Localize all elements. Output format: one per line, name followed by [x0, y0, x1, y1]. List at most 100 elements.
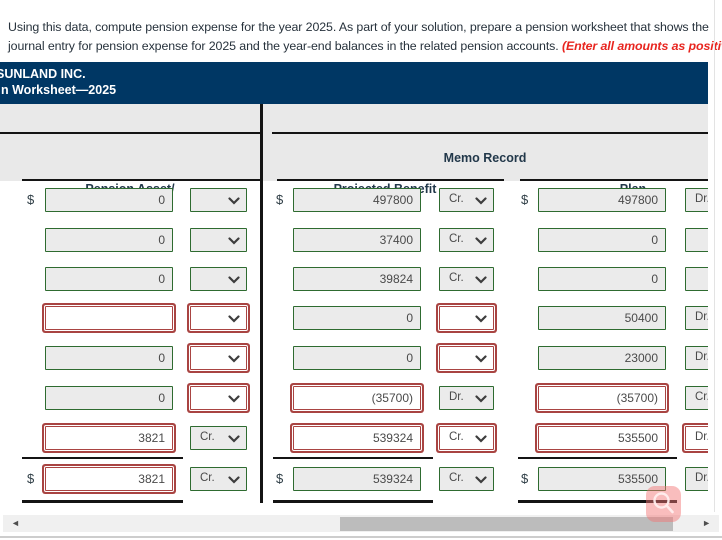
plan-drcr-select[interactable] — [685, 267, 708, 291]
plan-amount-field[interactable]: 497800 — [538, 188, 666, 212]
total-rule-plan — [518, 500, 677, 503]
plan-amount-field[interactable]: 50400 — [538, 306, 666, 330]
table-row: 0 39824 Cr. 0 — [0, 267, 708, 293]
pension-amount-field[interactable] — [45, 306, 173, 330]
plan-drcr-select[interactable]: Cr. — [685, 386, 708, 410]
pbo-drcr-select[interactable]: Cr. — [439, 188, 494, 212]
scrollbar-left-arrow-icon[interactable]: ◄ — [11, 518, 20, 528]
plan-amount-field[interactable]: 0 — [538, 228, 666, 252]
chevron-down-icon — [475, 237, 487, 245]
plan-drcr-select[interactable] — [685, 228, 708, 252]
instructions-text: Using this data, compute pension expense… — [8, 18, 722, 56]
table-row: 0 0 23000 Dr. — [0, 346, 708, 372]
body-top-rule-pbo — [277, 179, 504, 181]
chevron-down-icon — [475, 315, 487, 323]
pension-drcr-select[interactable] — [190, 306, 247, 330]
subtotal-rule-pension — [22, 457, 183, 459]
pension-amount-field[interactable]: 0 — [45, 228, 173, 252]
subtotal-rule-pbo — [273, 457, 433, 459]
company-name: SUNLAND INC. — [0, 67, 86, 81]
pension-worksheet: SUNLAND INC. n Worksheet—2025 Memo Recor… — [0, 62, 708, 504]
table-row: $ 0 $ 497800 Cr. $ 497800 Dr. — [0, 188, 708, 214]
plan-drcr-select[interactable]: Dr. — [685, 467, 708, 491]
pension-amount-field[interactable]: 3821 — [45, 467, 173, 491]
pbo-drcr-select[interactable] — [439, 306, 494, 330]
currency-symbol: $ — [521, 192, 529, 207]
total-rule-pbo — [273, 500, 433, 503]
pbo-amount-field[interactable]: 37400 — [293, 228, 421, 252]
pension-drcr-select[interactable] — [190, 386, 247, 410]
pension-drcr-select[interactable]: Cr. — [190, 467, 247, 491]
table-row: 0 (35700) Dr. (35700) Cr. — [0, 386, 708, 412]
plan-amount-field[interactable]: (35700) — [538, 386, 666, 410]
pbo-drcr-select[interactable]: Cr. — [439, 228, 494, 252]
pbo-amount-field[interactable]: 0 — [293, 346, 421, 370]
pbo-amount-field[interactable]: 497800 — [293, 188, 421, 212]
pension-amount-field[interactable]: 3821 — [45, 426, 173, 450]
plan-drcr-select[interactable]: Dr. — [685, 306, 708, 330]
total-rule-pension — [22, 500, 183, 503]
pension-amount-field[interactable]: 0 — [45, 267, 173, 291]
pension-amount-field[interactable]: 0 — [45, 188, 173, 212]
pbo-amount-field[interactable]: 539324 — [293, 467, 421, 491]
chevron-down-icon — [475, 435, 487, 443]
chevron-down-icon — [475, 476, 487, 484]
pbo-amount-field[interactable]: (35700) — [293, 386, 421, 410]
pension-amount-field[interactable]: 0 — [45, 386, 173, 410]
chevron-down-icon — [475, 355, 487, 363]
table-body: $ 0 $ 497800 Cr. $ 497800 Dr. 0 37400 Cr… — [0, 62, 708, 504]
chevron-down-icon — [475, 395, 487, 403]
pbo-drcr-select[interactable]: Cr. — [439, 426, 494, 450]
pension-drcr-select[interactable]: Cr. — [190, 426, 247, 450]
chevron-down-icon — [228, 355, 240, 363]
header-rule-left — [0, 132, 260, 134]
plan-drcr-select[interactable]: Dr. — [685, 188, 708, 212]
pension-drcr-select[interactable] — [190, 228, 247, 252]
chevron-down-icon — [228, 276, 240, 284]
scrollbar-thumb[interactable] — [340, 516, 673, 531]
horizontal-scrollbar[interactable]: ◄ ► — [3, 515, 719, 532]
magnifier-icon — [653, 492, 674, 514]
panel-bottom-edge — [0, 536, 722, 538]
table-row: 0 50400 Dr. — [0, 306, 708, 332]
currency-symbol: $ — [27, 471, 35, 486]
worksheet-title: n Worksheet—2025 — [1, 83, 117, 97]
chevron-down-icon — [228, 476, 240, 484]
pension-drcr-select[interactable] — [190, 267, 247, 291]
currency-symbol: $ — [27, 192, 35, 207]
pbo-drcr-select[interactable] — [439, 346, 494, 370]
pbo-drcr-select[interactable]: Cr. — [439, 467, 494, 491]
instructions-line1: Using this data, compute pension expense… — [8, 20, 709, 35]
pension-drcr-select[interactable] — [190, 346, 247, 370]
pension-amount-field[interactable]: 0 — [45, 346, 173, 370]
magnifier-button[interactable] — [646, 486, 681, 522]
scrollbar-right-arrow-icon[interactable]: ► — [702, 518, 711, 528]
chevron-down-icon — [475, 276, 487, 284]
pbo-drcr-select[interactable]: Dr. — [439, 386, 494, 410]
plan-amount-field[interactable]: 0 — [538, 267, 666, 291]
pension-drcr-select[interactable] — [190, 188, 247, 212]
chevron-down-icon — [228, 197, 240, 205]
instructions-emphasis: (Enter all amounts as positive.) — [561, 39, 722, 54]
pbo-drcr-select[interactable]: Cr. — [439, 267, 494, 291]
table-row: 3821 Cr. 539324 Cr. 535500 Dr. — [0, 426, 708, 452]
worksheet-title-bar: SUNLAND INC. n Worksheet—2025 — [0, 62, 708, 104]
chevron-down-icon — [475, 197, 487, 205]
chevron-down-icon — [228, 395, 240, 403]
plan-drcr-select[interactable]: Dr. — [685, 346, 708, 370]
table-row-totals: $ 3821 Cr. $ 539324 Cr. $ 535500 Dr. — [0, 467, 708, 493]
currency-symbol: $ — [521, 471, 529, 486]
pbo-amount-field[interactable]: 539324 — [293, 426, 421, 450]
plan-amount-field[interactable]: 535500 — [538, 426, 666, 450]
memo-record-label: Memo Record — [443, 151, 527, 165]
plan-drcr-select[interactable]: Dr. — [685, 426, 708, 450]
section-divider — [260, 104, 263, 503]
memo-record-underline — [272, 132, 708, 134]
body-top-rule-plan — [520, 179, 708, 181]
body-top-rule-pension — [22, 179, 260, 181]
plan-amount-field[interactable]: 535500 — [538, 467, 666, 491]
pbo-amount-field[interactable]: 39824 — [293, 267, 421, 291]
plan-amount-field[interactable]: 23000 — [538, 346, 666, 370]
pbo-amount-field[interactable]: 0 — [293, 306, 421, 330]
currency-symbol: $ — [276, 192, 284, 207]
